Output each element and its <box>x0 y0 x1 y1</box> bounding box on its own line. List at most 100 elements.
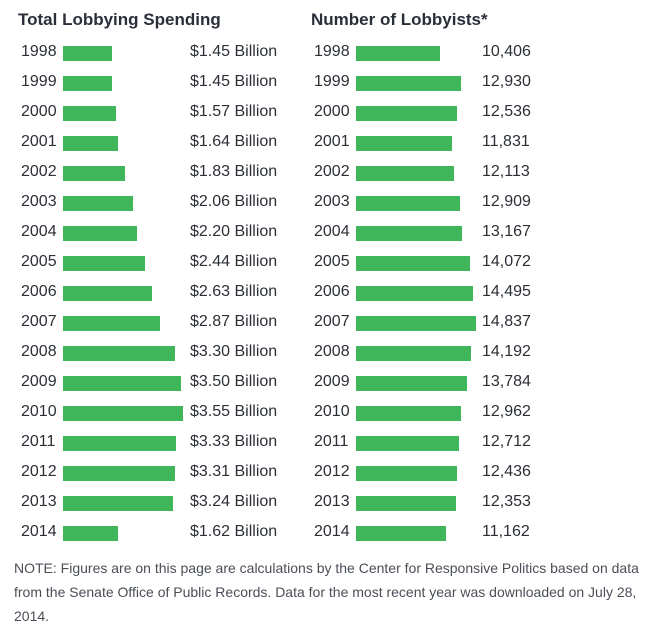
spending-year-label: 2010 <box>21 403 57 420</box>
lobbyists-year-label: 2009 <box>314 373 350 390</box>
lobbyists-year-label: 2005 <box>314 253 350 270</box>
lobbyists-value-label: 11,162 <box>482 523 530 540</box>
spending-year-label: 2014 <box>21 523 57 540</box>
spending-bar <box>63 256 146 271</box>
lobbyists-row: 2009 13,784 <box>311 368 551 398</box>
spending-row: 2000 $1.57 Billion <box>18 98 288 128</box>
lobbyists-bar <box>356 376 468 391</box>
spending-bar <box>63 496 173 511</box>
lobbyists-bar <box>356 76 461 91</box>
spending-value-label: $1.57 Billion <box>190 103 278 120</box>
spending-value-label: $3.31 Billion <box>190 463 278 480</box>
spending-year-label: 1999 <box>21 73 57 90</box>
lobbyists-year-label: 2000 <box>314 103 350 120</box>
spending-row: 2004 $2.20 Billion <box>18 218 288 248</box>
lobbyists-value-label: 12,962 <box>482 403 531 420</box>
spending-row: 2005 $2.44 Billion <box>18 248 288 278</box>
spending-value-label: $1.64 Billion <box>190 133 278 150</box>
lobbyists-year-label: 1998 <box>314 43 350 60</box>
spending-year-label: 2001 <box>21 133 57 150</box>
lobbyists-year-label: 2006 <box>314 283 350 300</box>
spending-bar <box>63 226 138 241</box>
spending-value-label: $1.45 Billion <box>190 43 278 60</box>
spending-year-label: 2011 <box>21 433 56 450</box>
spending-bar <box>63 436 176 451</box>
spending-bar <box>63 106 117 121</box>
spending-bar <box>63 136 119 151</box>
spending-row: 2010 $3.55 Billion <box>18 398 288 428</box>
lobbyists-value-label: 12,909 <box>482 193 531 210</box>
lobbyists-year-label: 2004 <box>314 223 350 240</box>
spending-year-label: 2013 <box>21 493 57 510</box>
lobbyists-value-label: 14,072 <box>482 253 531 270</box>
lobbyists-bar <box>356 436 459 451</box>
spending-year-label: 2004 <box>21 223 57 240</box>
spending-year-label: 2005 <box>21 253 57 270</box>
spending-year-label: 2002 <box>21 163 57 180</box>
lobbyists-value-label: 14,192 <box>482 343 531 360</box>
lobbyists-row: 1999 12,930 <box>311 68 551 98</box>
lobbyists-row: 2002 12,113 <box>311 158 551 188</box>
lobbyists-row: 1998 10,406 <box>311 38 551 68</box>
lobbyists-year-label: 2002 <box>314 163 350 180</box>
spending-row: 2003 $2.06 Billion <box>18 188 288 218</box>
lobbyists-value-label: 12,930 <box>482 73 531 90</box>
lobbyists-bar <box>356 496 456 511</box>
spending-row: 2006 $2.63 Billion <box>18 278 288 308</box>
lobbyists-year-label: 1999 <box>314 73 350 90</box>
spending-row: 1998 $1.45 Billion <box>18 38 288 68</box>
lobbyists-row: 2014 11,162 <box>311 518 551 548</box>
lobbyists-bar <box>356 526 447 541</box>
lobbyists-row: 2013 12,353 <box>311 488 551 518</box>
lobbyists-value-label: 11,831 <box>482 133 530 150</box>
spending-row: 2008 $3.30 Billion <box>18 338 288 368</box>
lobbyists-value-label: 14,837 <box>482 313 531 330</box>
lobbyists-row: 2011 12,712 <box>311 428 551 458</box>
spending-row: 2013 $3.24 Billion <box>18 488 288 518</box>
spending-row: 2011 $3.33 Billion <box>18 428 288 458</box>
lobbyists-year-label: 2014 <box>314 523 350 540</box>
spending-value-label: $1.83 Billion <box>190 163 278 180</box>
footnote: NOTE: Figures are on this page are calcu… <box>14 560 639 624</box>
spending-row: 2007 $2.87 Billion <box>18 308 288 338</box>
spending-bar <box>63 526 118 541</box>
spending-bar <box>63 166 125 181</box>
spending-bar <box>63 196 133 211</box>
lobbyists-value-label: 12,712 <box>482 433 531 450</box>
spending-year-label: 2009 <box>21 373 57 390</box>
spending-bar <box>63 76 112 91</box>
spending-row: 2014 $1.62 Billion <box>18 518 288 548</box>
lobbyists-value-label: 12,536 <box>482 103 531 120</box>
lobbyists-row: 2008 14,192 <box>311 338 551 368</box>
lobbyists-bar <box>356 136 452 151</box>
lobbyists-row: 2004 13,167 <box>311 218 551 248</box>
lobbyists-bar <box>356 106 458 121</box>
lobbyists-bar <box>356 316 476 331</box>
lobbyists-row: 2012 12,436 <box>311 458 551 488</box>
spending-value-label: $2.63 Billion <box>190 283 278 300</box>
lobbyists-row: 2000 12,536 <box>311 98 551 128</box>
spending-value-label: $3.55 Billion <box>190 403 278 420</box>
lobbyists-row: 2003 12,909 <box>311 188 551 218</box>
lobbyists-bar <box>356 256 470 271</box>
lobbyists-year-label: 2013 <box>314 493 350 510</box>
spending-year-label: 2012 <box>21 463 57 480</box>
spending-value-label: $1.45 Billion <box>190 73 278 90</box>
lobbyists-value-label: 13,784 <box>482 373 531 390</box>
spending-row: 2009 $3.50 Billion <box>18 368 288 398</box>
lobbyists-year-label: 2011 <box>314 433 349 450</box>
lobbyists-value-label: 10,406 <box>482 43 531 60</box>
lobbyists-bar <box>356 346 471 361</box>
lobbyists-value-label: 12,436 <box>482 463 531 480</box>
lobbyists-year-label: 2008 <box>314 343 350 360</box>
spending-year-label: 2003 <box>21 193 57 210</box>
lobbyists-row: 2007 14,837 <box>311 308 551 338</box>
spending-row: 2001 $1.64 Billion <box>18 128 288 158</box>
spending-row: 2002 $1.83 Billion <box>18 158 288 188</box>
spending-bar <box>63 466 175 481</box>
spending-value-label: $3.30 Billion <box>190 343 278 360</box>
spending-bar <box>63 346 175 361</box>
lobbyists-bar <box>356 226 463 241</box>
spending-value-label: $2.06 Billion <box>190 193 278 210</box>
lobbyists-value-label: 13,167 <box>482 223 531 240</box>
